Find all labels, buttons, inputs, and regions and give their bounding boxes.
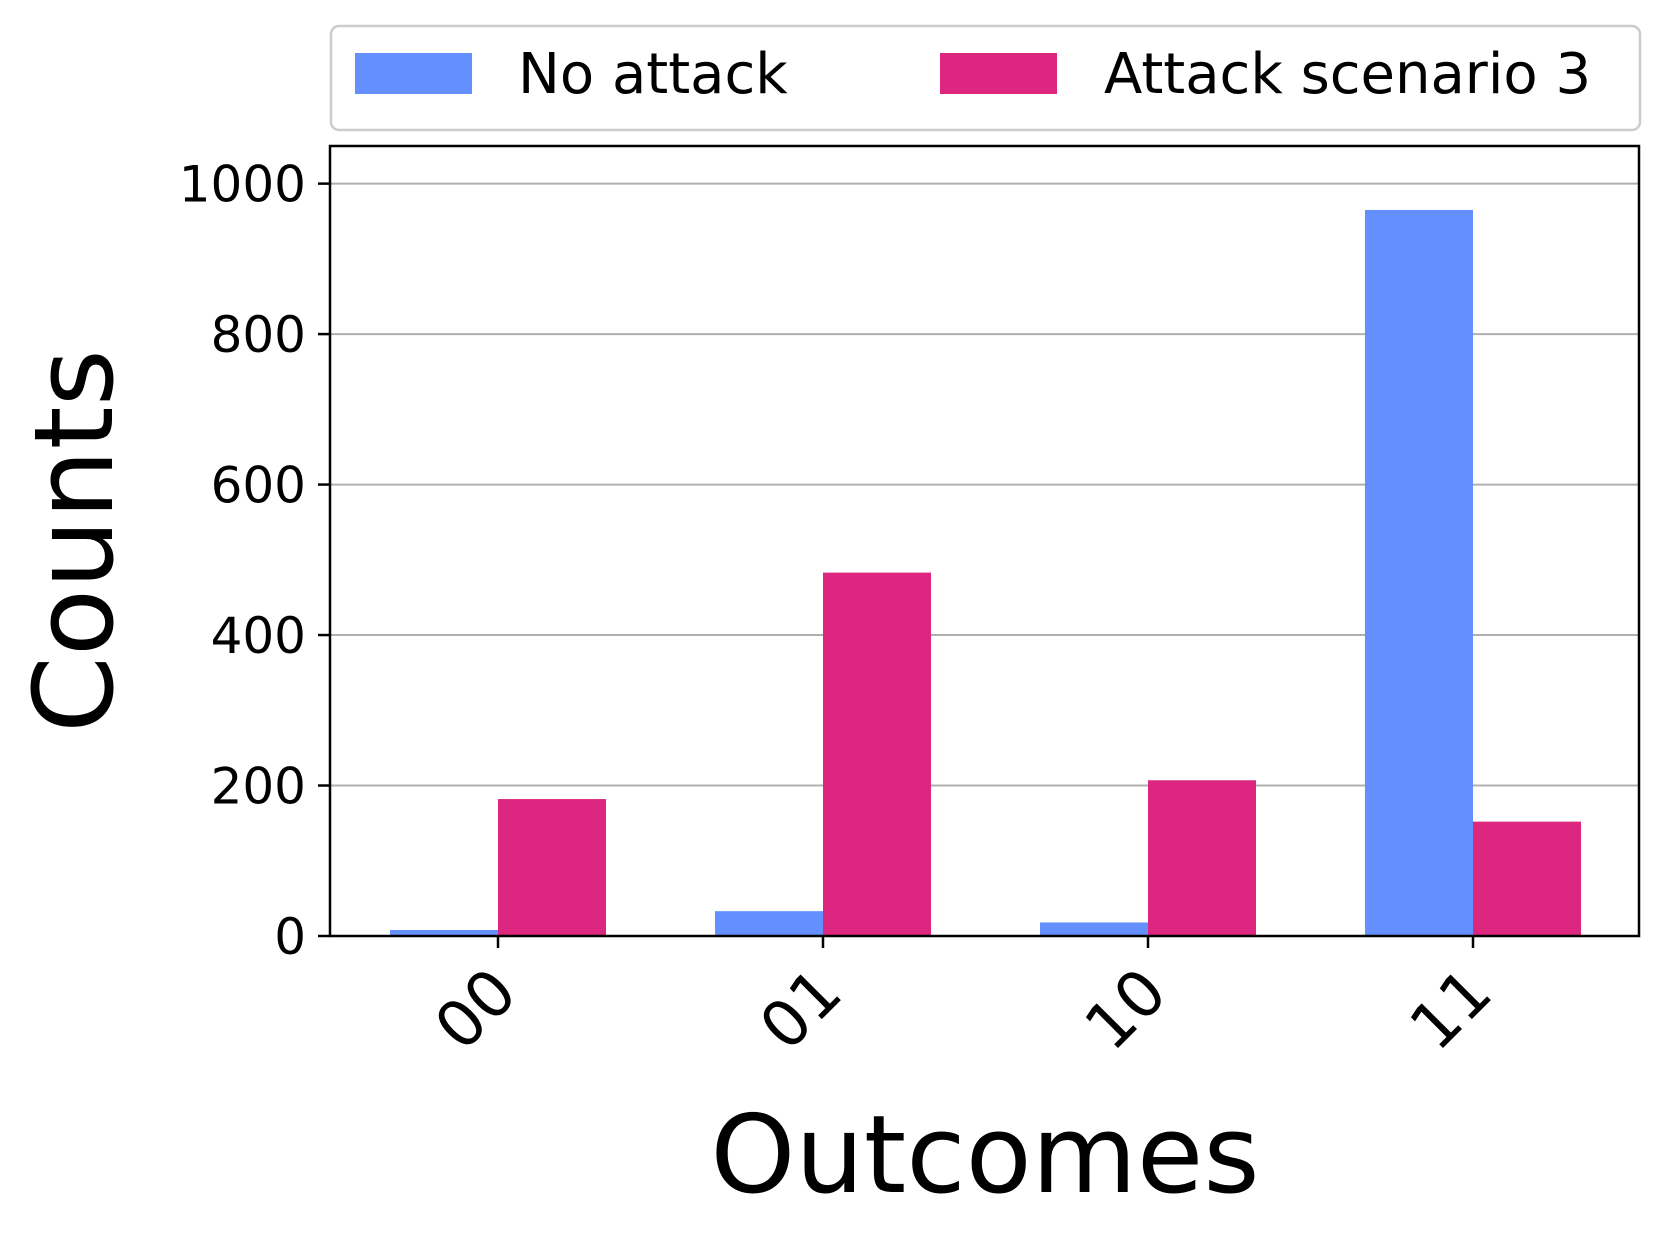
y-tick-label: 0 (274, 908, 306, 966)
x-axis-ticks: 00 01 10 11 (421, 936, 1506, 1065)
legend-label-attack-scenario-3: Attack scenario 3 (1104, 42, 1591, 107)
legend: No attack Attack scenario 3 (329, 24, 1642, 132)
legend-label-no-attack: No attack (518, 42, 788, 107)
y-tick-label: 200 (211, 758, 306, 816)
x-tick-label: 00 (421, 955, 531, 1065)
bar-attack-scenario-3-11 (1473, 821, 1581, 936)
bar-no-attack-00 (390, 929, 498, 936)
y-tick-label: 800 (211, 306, 306, 364)
bar-attack-scenario-3-10 (1148, 780, 1256, 936)
y-axis-title: Counts (10, 349, 138, 733)
bar-no-attack-01 (715, 911, 823, 936)
bar-no-attack-11 (1365, 209, 1473, 936)
x-tick-label: 01 (746, 955, 856, 1065)
x-axis-title: Outcomes (710, 1093, 1259, 1218)
legend-swatch-no-attack (355, 53, 472, 94)
plot-frame (328, 144, 1641, 938)
x-tick-label: 11 (1396, 955, 1506, 1065)
bar-no-attack-10 (1040, 922, 1148, 936)
y-tick-label: 600 (211, 457, 306, 515)
bar-attack-scenario-3-00 (498, 799, 606, 936)
bar-attack-scenario-3-01 (823, 572, 931, 936)
y-axis-ticks: 0 200 400 600 800 1000 (179, 156, 330, 966)
y-tick-label: 1000 (179, 156, 306, 214)
x-tick-label: 10 (1071, 955, 1181, 1065)
bars (390, 209, 1581, 936)
y-tick-label: 400 (211, 607, 306, 665)
legend-swatch-attack-scenario-3 (940, 53, 1057, 94)
